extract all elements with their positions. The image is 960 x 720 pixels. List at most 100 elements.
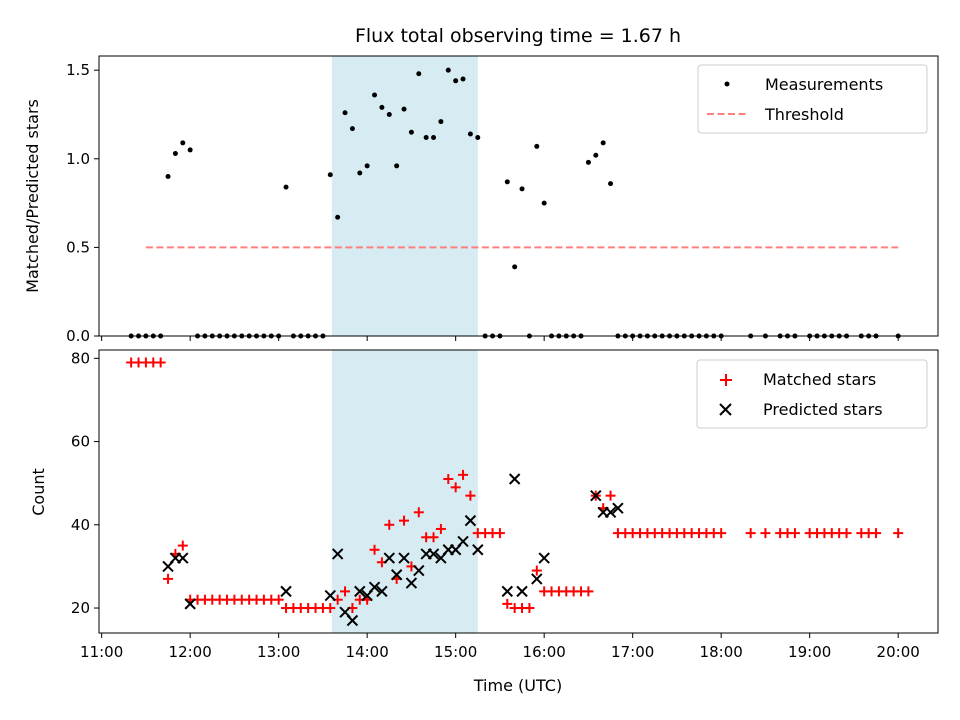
measurement-point <box>423 135 429 141</box>
matched-star-point <box>413 507 424 518</box>
matched-star-point <box>369 544 380 555</box>
measurement-point <box>534 143 540 149</box>
matched-star-point <box>605 490 616 501</box>
measurement-point <box>519 186 525 192</box>
x-tick-label: 16:00 <box>523 643 566 661</box>
measurement-point <box>512 264 518 270</box>
measurement-point <box>408 129 414 135</box>
predicted-star-point <box>612 502 624 514</box>
matched-star-point <box>273 594 284 605</box>
predicted-star-point <box>508 473 521 485</box>
panel-ratio-ylabel: Matched/Predicted stars <box>23 99 42 293</box>
measurement-point <box>416 71 422 77</box>
measurement-point <box>283 184 289 190</box>
matched-star-point <box>163 573 174 584</box>
panel-counts-legend: Matched stars Predicted stars <box>696 359 928 429</box>
measurement-point <box>460 76 466 82</box>
predicted-star-point <box>464 514 477 527</box>
predicted-star-point <box>324 589 336 602</box>
predicted-star-point <box>331 548 344 560</box>
panel-counts-xaxis: 11:00 12:00 13:00 14:00 15:00 16:00 17:00 18:00… <box>80 633 920 661</box>
y-tick-label: 20 <box>71 599 90 617</box>
predicted-star-point <box>531 573 543 585</box>
measurement-point <box>608 181 614 187</box>
chart-title: Flux total observing time = 1.67 h <box>355 25 681 47</box>
x-tick-label: 17:00 <box>611 643 654 661</box>
matched-star-point <box>716 528 727 539</box>
predicted-star-point <box>457 535 469 548</box>
matched-star-point <box>789 528 800 539</box>
predicted-star-point <box>376 585 388 598</box>
legend-measurements-label: Measurements <box>765 75 883 94</box>
panel-counts-yaxis: 20 40 60 80 <box>71 349 99 617</box>
y-tick-label: 0.5 <box>66 238 90 256</box>
legend-measurements-marker <box>724 81 730 87</box>
measurement-point <box>438 119 444 125</box>
measurement-point <box>467 131 473 137</box>
measurement-point <box>172 150 178 156</box>
matched-star-point <box>760 528 771 539</box>
legend-predicted-label: Predicted stars <box>763 400 883 419</box>
measurement-point <box>349 126 355 132</box>
x-tick-label: 12:00 <box>169 643 212 661</box>
predicted-star-point <box>413 564 425 577</box>
measurement-point <box>379 104 385 110</box>
panel-ratio-xticks <box>101 336 899 341</box>
measurement-point <box>372 92 378 98</box>
legend-matched-marker <box>720 374 732 386</box>
y-tick-label: 1.0 <box>66 150 90 168</box>
x-tick-label: 15:00 <box>434 643 477 661</box>
matched-star-point <box>531 565 542 576</box>
predicted-star-point <box>538 552 550 564</box>
legend-predicted-marker <box>719 403 732 416</box>
measurement-point <box>453 78 459 84</box>
x-tick-label: 13:00 <box>257 643 300 661</box>
x-tick-label: 11:00 <box>80 643 123 661</box>
predicted-star-point <box>405 577 418 589</box>
measurement-point <box>541 200 547 206</box>
panel-ratio: 0.0 0.5 1.0 1.5 Matched/Predicted stars Mea… <box>23 55 939 345</box>
x-tick-label: 18:00 <box>700 643 743 661</box>
y-tick-label: 40 <box>71 516 90 534</box>
matched-star-point <box>893 528 904 539</box>
predicted-star-point <box>383 552 395 564</box>
predicted-star-point <box>516 585 528 598</box>
panel-counts-highlight-span <box>331 350 478 633</box>
matched-star-point <box>494 528 505 539</box>
x-tick-label: 19:00 <box>788 643 831 661</box>
measurement-point <box>180 140 186 146</box>
matched-star-point <box>399 515 410 526</box>
matched-star-point <box>435 523 446 534</box>
predicted-star-point <box>184 598 196 610</box>
predicted-star-point <box>177 552 189 564</box>
matched-star-point <box>443 474 454 485</box>
matched-star-point <box>583 586 594 597</box>
y-tick-label: 1.5 <box>66 61 90 79</box>
legend-box <box>696 359 928 429</box>
measurement-point <box>401 106 407 112</box>
matched-star-point <box>450 482 461 493</box>
y-tick-label: 60 <box>71 433 90 451</box>
predicted-star-point <box>390 569 403 581</box>
panel-ratio-frame <box>98 55 939 337</box>
panel-ratio-yaxis: 0.0 0.5 1.0 1.5 <box>66 61 99 345</box>
matched-star-point <box>325 603 336 614</box>
measurement-point <box>431 135 437 141</box>
predicted-star-point <box>604 506 617 519</box>
predicted-star-point <box>280 585 292 598</box>
predicted-star-point <box>368 581 381 593</box>
predicted-star-point <box>354 585 366 598</box>
panel-counts-points-layer <box>126 357 904 627</box>
panel-counts-frame <box>98 349 939 634</box>
measurement-point <box>475 135 481 141</box>
measurement-point <box>357 170 363 176</box>
measurement-point <box>342 110 348 116</box>
measurement-point <box>585 159 591 165</box>
x-tick-label: 20:00 <box>877 643 920 661</box>
measurement-point <box>327 172 333 178</box>
panel-ratio-legend: Measurements Threshold <box>697 64 928 134</box>
matched-star-point <box>502 598 513 609</box>
matched-star-point <box>745 528 756 539</box>
